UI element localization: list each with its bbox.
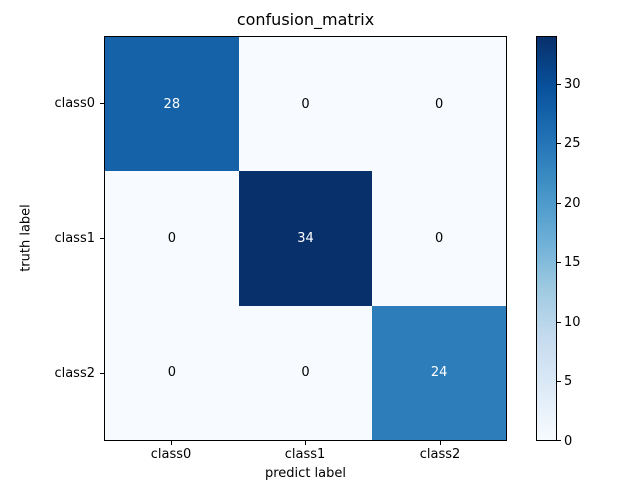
heatmap-cell-r1c1: 34 (238, 171, 373, 306)
chart-title: confusion_matrix (236, 10, 375, 29)
y-axis-label: truth label (18, 204, 34, 272)
heatmap-cell-r0c0: 28 (105, 37, 239, 172)
x-tick-label-class1: class1 (284, 447, 326, 462)
heatmap-cell-r0c1: 0 (238, 37, 373, 172)
colorbar-tick-mark (557, 262, 561, 263)
x-axis-label: predict label (265, 466, 346, 481)
heatmap-cell-r0c2: 0 (372, 37, 506, 172)
confusion-matrix-heatmap: 28 0 0 0 34 0 0 0 24 (104, 36, 507, 441)
heatmap-cell-r1c2: 0 (372, 171, 506, 306)
colorbar-tick-label-15: 15 (564, 255, 581, 270)
colorbar-tick-label-0: 0 (564, 434, 573, 449)
colorbar-tick-mark (557, 381, 561, 382)
y-tick-label-class2: class2 (54, 366, 95, 381)
y-tick-mark (100, 238, 104, 239)
colorbar-tick-mark (557, 440, 561, 441)
x-tick-mark (440, 441, 441, 445)
colorbar-gradient (536, 36, 557, 441)
y-tick-label-class1: class1 (54, 231, 95, 246)
heatmap-cell-r2c0: 0 (105, 305, 239, 440)
y-tick-mark (100, 103, 104, 104)
x-tick-mark (305, 441, 306, 445)
colorbar-tick-label-20: 20 (564, 196, 581, 211)
x-tick-mark (171, 441, 172, 445)
colorbar-tick-label-5: 5 (564, 374, 573, 389)
colorbar-tick-mark (557, 203, 561, 204)
y-tick-label-class0: class0 (54, 96, 95, 111)
colorbar-tick-mark (557, 143, 561, 144)
heatmap-cell-r2c2: 24 (372, 305, 506, 440)
colorbar-tick-label-25: 25 (564, 136, 581, 151)
colorbar-tick-label-10: 10 (564, 315, 581, 330)
colorbar-tick-mark (557, 322, 561, 323)
colorbar-tick-mark (557, 84, 561, 85)
x-tick-label-class2: class2 (419, 447, 461, 462)
x-tick-label-class0: class0 (150, 447, 192, 462)
heatmap-cell-r2c1: 0 (238, 305, 373, 440)
heatmap-cell-r1c0: 0 (105, 171, 239, 306)
y-tick-mark (100, 373, 104, 374)
colorbar-tick-label-30: 30 (564, 77, 581, 92)
